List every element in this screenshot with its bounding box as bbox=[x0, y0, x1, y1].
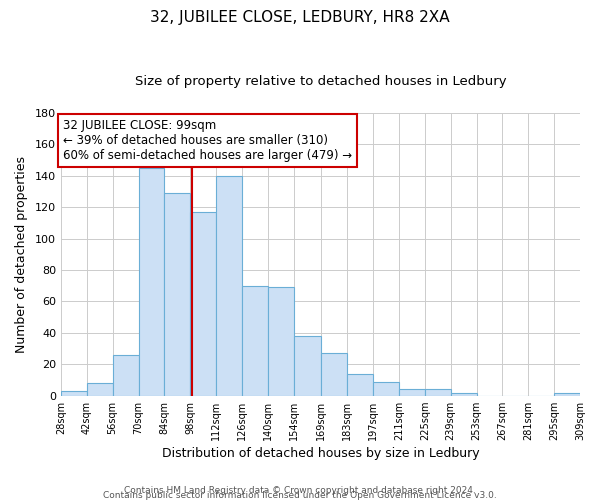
Bar bbox=[113, 355, 139, 396]
Text: 32 JUBILEE CLOSE: 99sqm
← 39% of detached houses are smaller (310)
60% of semi-d: 32 JUBILEE CLOSE: 99sqm ← 39% of detache… bbox=[63, 119, 352, 162]
Bar bbox=[347, 374, 373, 396]
Bar bbox=[87, 383, 113, 396]
X-axis label: Distribution of detached houses by size in Ledbury: Distribution of detached houses by size … bbox=[161, 447, 479, 460]
Bar bbox=[61, 391, 87, 396]
Bar bbox=[164, 193, 190, 396]
Bar bbox=[399, 390, 425, 396]
Bar bbox=[139, 168, 164, 396]
Bar bbox=[554, 392, 580, 396]
Bar bbox=[268, 287, 293, 396]
Text: Contains public sector information licensed under the Open Government Licence v3: Contains public sector information licen… bbox=[103, 491, 497, 500]
Bar bbox=[190, 212, 216, 396]
Bar bbox=[451, 392, 476, 396]
Bar bbox=[293, 336, 322, 396]
Bar bbox=[373, 382, 399, 396]
Text: 32, JUBILEE CLOSE, LEDBURY, HR8 2XA: 32, JUBILEE CLOSE, LEDBURY, HR8 2XA bbox=[150, 10, 450, 25]
Title: Size of property relative to detached houses in Ledbury: Size of property relative to detached ho… bbox=[134, 75, 506, 88]
Bar bbox=[322, 354, 347, 396]
Text: Contains HM Land Registry data © Crown copyright and database right 2024.: Contains HM Land Registry data © Crown c… bbox=[124, 486, 476, 495]
Bar bbox=[425, 390, 451, 396]
Bar bbox=[216, 176, 242, 396]
Y-axis label: Number of detached properties: Number of detached properties bbox=[15, 156, 28, 352]
Bar bbox=[242, 286, 268, 396]
